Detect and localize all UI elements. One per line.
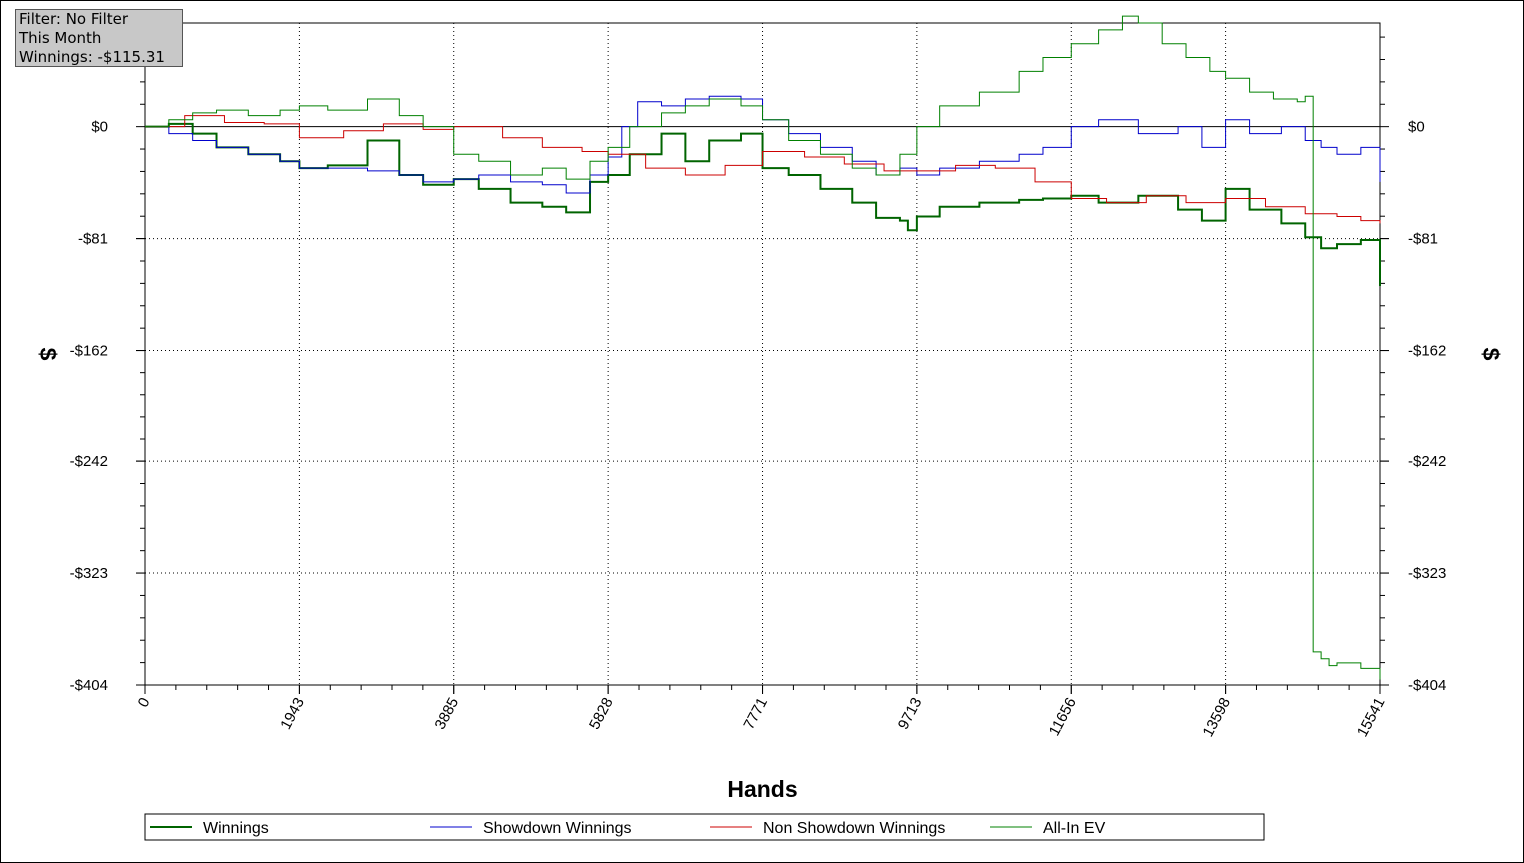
x-tick-label: 1943 — [277, 695, 308, 732]
series-line-all-in-ev — [145, 15, 1381, 680]
filter-text: Filter: No Filter — [19, 10, 129, 28]
y-axis-title-right: $ — [1478, 348, 1504, 361]
info-box: Filter: No Filter This Month Winnings: -… — [15, 9, 183, 67]
plot-area — [144, 22, 1381, 686]
y-tick-label-right: -$81 — [1408, 231, 1438, 248]
x-tick-label: 15541 — [1354, 695, 1389, 740]
x-tick-label: 3885 — [432, 695, 463, 732]
y-tick-label-right: -$162 — [1408, 343, 1446, 360]
winnings-text: Winnings: -$115.31 — [19, 48, 165, 66]
y-tick-label-right: -$404 — [1408, 677, 1446, 694]
period-text: This Month — [19, 29, 102, 47]
y-tick-label-right: -$242 — [1408, 453, 1446, 470]
y-tick-label-left: -$404 — [70, 677, 108, 694]
y-axis-title-left: $ — [35, 348, 61, 361]
x-tick-label: 9713 — [895, 695, 926, 732]
y-tick-label-left: $0 — [91, 119, 108, 136]
x-tick-label: 13598 — [1200, 695, 1235, 740]
legend-label: Non Showdown Winnings — [763, 820, 945, 837]
y-tick-label-left: -$162 — [70, 343, 108, 360]
legend-box — [144, 813, 1265, 841]
x-tick-label: 7771 — [740, 695, 771, 732]
y-tick-label-left: -$323 — [70, 565, 108, 582]
x-tick-label: 11656 — [1046, 695, 1080, 739]
legend-label: All-In EV — [1043, 820, 1106, 837]
series-line-winnings — [145, 122, 1381, 287]
x-tick-label: 0 — [135, 695, 154, 710]
y-tick-label-right: -$323 — [1408, 565, 1446, 582]
y-tick-label-left: -$242 — [70, 453, 108, 470]
legend-label: Showdown Winnings — [483, 820, 632, 837]
y-tick-label-right: $0 — [1408, 119, 1425, 136]
y-tick-label-left: -$81 — [78, 231, 108, 248]
series-line-non-showdown-winnings — [145, 115, 1381, 224]
x-axis-title: Hands — [727, 776, 797, 802]
legend-label: Winnings — [203, 820, 269, 837]
x-tick-label: 5828 — [586, 695, 617, 732]
